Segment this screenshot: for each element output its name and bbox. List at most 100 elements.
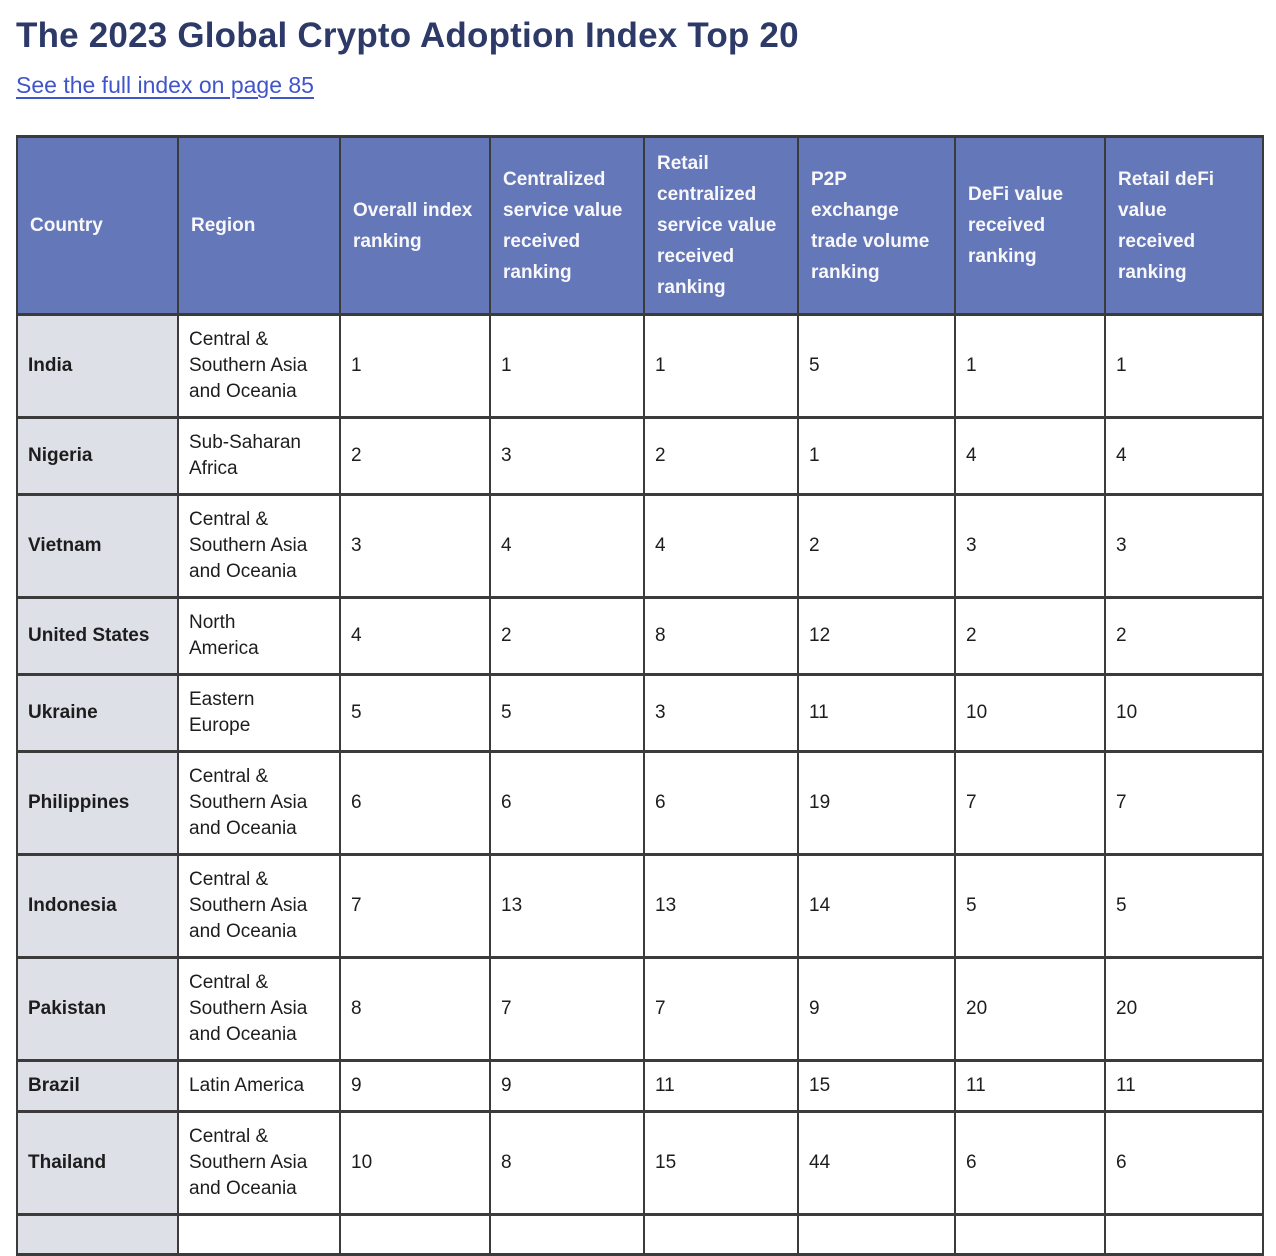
column-header: Retail deFi value received ranking [1104,135,1264,316]
ranking-cell: 13 [643,853,799,959]
region-cell: Central & Southern Asia and Oceania [177,313,341,419]
ranking-cell: 7 [1104,750,1264,856]
ranking-cell: 20 [954,956,1106,1062]
ranking-cell: 15 [797,1059,956,1113]
ranking-cell: 4 [954,416,1106,496]
column-header: Centralized service value received ranki… [489,135,645,316]
ranking-cell: 3 [339,493,491,599]
ranking-cell: 7 [954,750,1106,856]
ranking-cell: 7 [643,956,799,1062]
ranking-cell: 14 [797,853,956,959]
column-header: DeFi value received ranking [954,135,1106,316]
country-cell: Pakistan [16,956,179,1062]
partial-table-row [16,1213,1264,1256]
ranking-cell: 2 [489,596,645,676]
ranking-cell: 9 [339,1059,491,1113]
column-header: P2P exchange trade volume ranking [797,135,956,316]
ranking-cell: 5 [1104,853,1264,959]
ranking-cell: 9 [797,956,956,1062]
table-cell [643,1213,799,1256]
ranking-cell: 3 [1104,493,1264,599]
table-row: Vietnam Central & Southern Asia and Ocean… [16,493,1264,599]
country-cell: Vietnam [16,493,179,599]
ranking-cell: 6 [643,750,799,856]
country-cell: United States [16,596,179,676]
ranking-cell: 6 [339,750,491,856]
ranking-cell: 2 [1104,596,1264,676]
ranking-cell: 1 [1104,313,1264,419]
ranking-cell: 11 [643,1059,799,1113]
ranking-cell: 4 [1104,416,1264,496]
ranking-cell: 1 [339,313,491,419]
ranking-cell: 11 [797,673,956,753]
region-cell: Eastern Europe [177,673,341,753]
table-cell [339,1213,491,1256]
table-row: Thailand Central & Southern Asia and Ocea… [16,1110,1264,1216]
ranking-cell: 10 [1104,673,1264,753]
table-cell [489,1213,645,1256]
column-header: Country [16,135,179,316]
ranking-cell: 1 [797,416,956,496]
country-cell: Thailand [16,1110,179,1216]
ranking-cell: 6 [489,750,645,856]
table-row: United States North America 4 2 8 12 2 2 [16,596,1264,676]
ranking-cell: 9 [489,1059,645,1113]
table-row: Nigeria Sub-Saharan Africa 2 3 2 1 4 4 [16,416,1264,496]
region-cell: Latin America [177,1059,341,1113]
ranking-cell: 8 [643,596,799,676]
table-header-row: Country Region Overall index ranking Centra… [16,135,1264,316]
column-header: Region [177,135,341,316]
ranking-cell: 6 [954,1110,1106,1216]
ranking-cell: 11 [954,1059,1106,1113]
region-cell: Sub-Saharan Africa [177,416,341,496]
region-cell: North America [177,596,341,676]
column-header: Retail centralized service value receive… [643,135,799,316]
table-row: Pakistan Central & Southern Asia and Ocea… [16,956,1264,1062]
ranking-cell: 2 [797,493,956,599]
region-cell: Central & Southern Asia and Oceania [177,750,341,856]
table-cell [177,1213,341,1256]
ranking-cell: 7 [339,853,491,959]
country-cell: Indonesia [16,853,179,959]
ranking-cell: 19 [797,750,956,856]
region-cell: Central & Southern Asia and Oceania [177,1110,341,1216]
table-cell [1104,1213,1264,1256]
country-cell: Brazil [16,1059,179,1113]
table-cell [797,1213,956,1256]
table-row: India Central & Southern Asia and Oceania… [16,313,1264,419]
ranking-cell: 5 [339,673,491,753]
ranking-cell: 3 [643,673,799,753]
table-cell [954,1213,1106,1256]
ranking-cell: 8 [339,956,491,1062]
ranking-cell: 2 [643,416,799,496]
table-row: Philippines Central & Southern Asia and O… [16,750,1264,856]
ranking-cell: 2 [954,596,1106,676]
ranking-cell: 11 [1104,1059,1264,1113]
ranking-cell: 12 [797,596,956,676]
country-cell: Ukraine [16,673,179,753]
ranking-cell: 15 [643,1110,799,1216]
ranking-cell: 8 [489,1110,645,1216]
ranking-cell: 13 [489,853,645,959]
full-index-link[interactable]: See the full index on page 85 [16,72,314,98]
ranking-cell: 4 [643,493,799,599]
ranking-cell: 44 [797,1110,956,1216]
region-cell: Central & Southern Asia and Oceania [177,493,341,599]
ranking-cell: 1 [643,313,799,419]
table-row: Indonesia Central & Southern Asia and Oce… [16,853,1264,959]
country-cell [16,1213,179,1256]
ranking-cell: 5 [954,853,1106,959]
ranking-cell: 4 [489,493,645,599]
ranking-cell: 5 [489,673,645,753]
ranking-cell: 2 [339,416,491,496]
country-cell: India [16,313,179,419]
ranking-cell: 1 [954,313,1106,419]
ranking-cell: 5 [797,313,956,419]
region-cell: Central & Southern Asia and Oceania [177,956,341,1062]
country-cell: Nigeria [16,416,179,496]
ranking-cell: 20 [1104,956,1264,1062]
ranking-cell: 10 [954,673,1106,753]
region-cell: Central & Southern Asia and Oceania [177,853,341,959]
ranking-cell: 6 [1104,1110,1264,1216]
